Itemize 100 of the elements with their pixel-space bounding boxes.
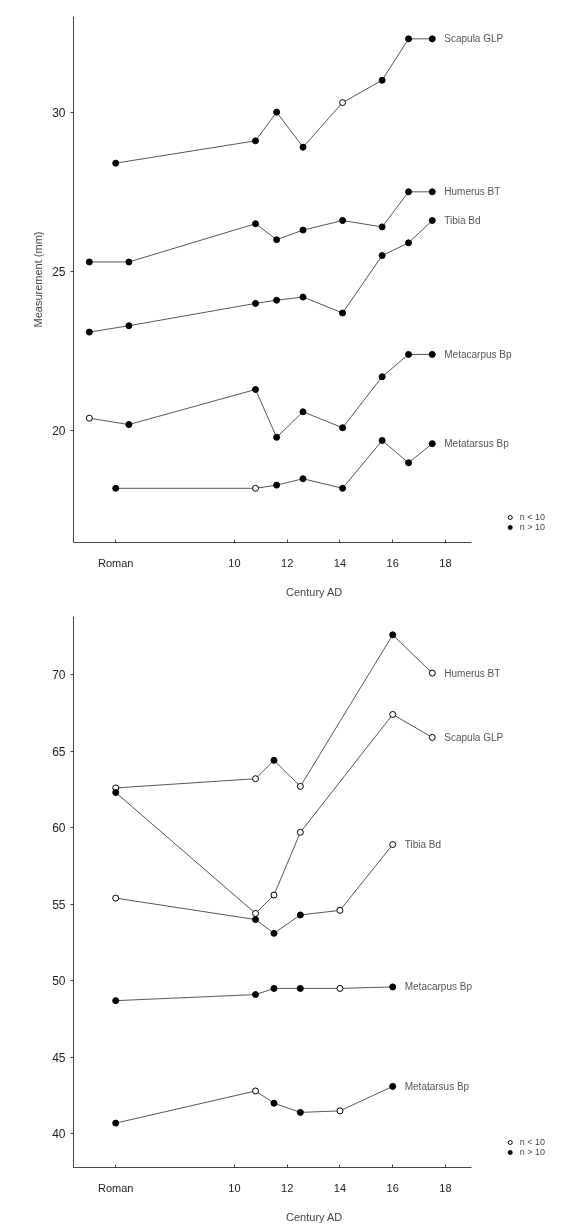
point — [112, 484, 120, 492]
point — [299, 143, 307, 151]
point — [336, 906, 344, 914]
point — [273, 433, 281, 441]
point — [125, 258, 133, 266]
point — [270, 984, 278, 992]
x-tick-label: 18 — [439, 1181, 452, 1194]
point — [339, 424, 347, 432]
point — [296, 782, 304, 790]
x-tick-label: 18 — [439, 556, 452, 569]
y-tick-label: 50 — [52, 974, 66, 989]
point — [378, 76, 386, 84]
x-tick-label: 12 — [281, 556, 294, 569]
point — [339, 484, 347, 492]
point — [252, 909, 260, 917]
point — [339, 217, 347, 225]
point — [273, 481, 281, 489]
point — [252, 137, 260, 145]
point — [270, 1099, 278, 1107]
point — [125, 421, 133, 429]
x-tick-label: 14 — [333, 556, 347, 569]
point — [270, 756, 278, 764]
series-label: Tibia Bd — [404, 839, 442, 851]
point — [273, 108, 281, 116]
series-label: Scapula GLP — [444, 731, 504, 743]
point — [252, 385, 260, 393]
series-label: Tibia Bd — [444, 215, 481, 227]
x-tick-label: Roman — [97, 1181, 134, 1194]
point — [296, 828, 304, 836]
x-tick-label: 16 — [386, 1181, 399, 1194]
point — [378, 436, 386, 444]
point — [389, 841, 397, 849]
point — [428, 35, 436, 43]
x-tick-label: Roman — [97, 556, 134, 569]
point — [125, 322, 133, 330]
x-tick-label: 14 — [333, 1181, 347, 1194]
point — [428, 669, 436, 677]
point — [428, 188, 436, 196]
point — [252, 916, 260, 924]
point — [296, 984, 304, 992]
y-tick-label: 55 — [52, 897, 66, 912]
point — [273, 236, 281, 244]
series-label: Scapula GLP — [444, 33, 504, 45]
y-tick-label: 65 — [52, 744, 66, 759]
x-tick-label: 16 — [386, 556, 399, 569]
point — [252, 991, 260, 999]
series-label: Metacarpus Bp — [444, 348, 512, 360]
point — [112, 789, 120, 797]
y-tick-label: 30 — [52, 105, 66, 120]
point — [339, 99, 347, 107]
point — [85, 258, 93, 266]
point — [378, 252, 386, 260]
y-tick-label: 40 — [52, 1127, 66, 1142]
point — [252, 484, 260, 492]
point — [299, 226, 307, 234]
y-tick-label: 45 — [52, 1050, 66, 1065]
point — [378, 223, 386, 231]
y-tick-label: 60 — [52, 821, 66, 836]
x-axis-title: Century AD — [286, 585, 343, 598]
point — [378, 373, 386, 381]
point — [405, 188, 413, 196]
point — [336, 1107, 344, 1115]
series-label: Metatarsus Bp — [444, 438, 510, 450]
point — [428, 217, 436, 225]
x-tick-label: 10 — [228, 1181, 241, 1194]
point — [389, 983, 397, 991]
legend-label: n > 10 — [519, 1147, 545, 1157]
point — [112, 894, 120, 902]
point — [405, 35, 413, 43]
point — [299, 475, 307, 483]
point — [85, 414, 93, 422]
point — [405, 350, 413, 358]
x-axis-title: Century AD — [286, 1210, 343, 1223]
point — [336, 984, 344, 992]
y-tick-label: 25 — [52, 265, 66, 280]
point — [252, 299, 260, 307]
point — [428, 350, 436, 358]
point — [299, 293, 307, 301]
point — [112, 159, 120, 167]
point — [252, 1087, 260, 1095]
point — [405, 239, 413, 247]
y-tick-label: 70 — [52, 668, 66, 683]
point — [270, 929, 278, 937]
x-tick-label: 12 — [281, 1181, 294, 1194]
point — [428, 733, 436, 741]
point — [85, 328, 93, 336]
point — [296, 1108, 304, 1116]
point — [389, 631, 397, 639]
point — [270, 891, 278, 899]
y-tick-label: 20 — [52, 424, 66, 439]
point — [299, 408, 307, 416]
x-tick-label: 10 — [228, 556, 241, 569]
point — [273, 296, 281, 304]
point — [389, 710, 397, 718]
point — [389, 1082, 397, 1090]
point — [252, 220, 260, 228]
point — [296, 911, 304, 919]
point — [339, 309, 347, 317]
series-label: Humerus BT — [444, 667, 501, 679]
series-label: Humerus BT — [444, 186, 501, 198]
